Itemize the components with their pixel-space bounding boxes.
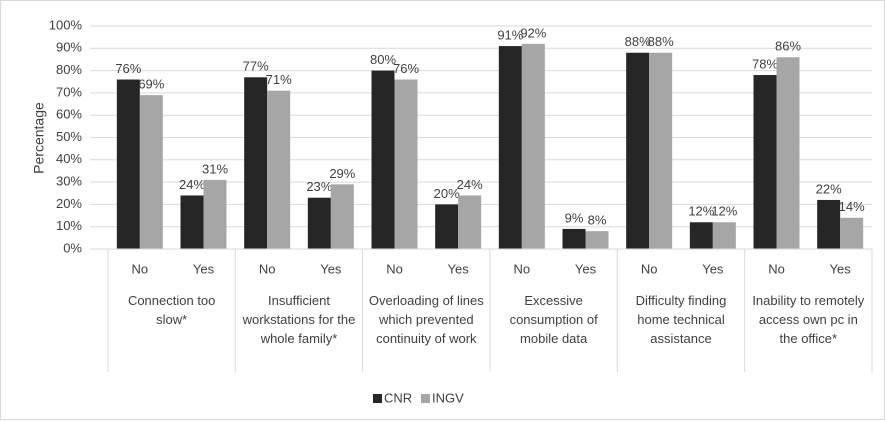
y-tick-label: 60% (56, 107, 82, 122)
y-tick-label: 20% (56, 196, 82, 211)
data-label: 22% (816, 181, 842, 196)
legend-label: CNR (384, 390, 412, 405)
x-tick-label: Yes (320, 261, 342, 276)
data-label: 8% (588, 213, 607, 228)
x-tick-label: No (768, 261, 785, 276)
y-tick-label: 10% (56, 218, 82, 233)
data-label: 29% (329, 166, 355, 181)
x-tick-label: Yes (193, 261, 215, 276)
data-label: 71% (266, 72, 292, 87)
bar (712, 222, 736, 249)
x-tick-label: No (641, 261, 658, 276)
bar (244, 77, 268, 249)
x-tick-label: Yes (448, 261, 470, 276)
bar (203, 179, 227, 249)
data-label: 69% (138, 77, 164, 92)
bar (689, 222, 713, 249)
x-tick-label: No (132, 261, 149, 276)
bar (521, 43, 545, 250)
x-tick-label: Yes (830, 261, 852, 276)
y-tick-label: 90% (56, 40, 82, 55)
bar (330, 184, 354, 249)
data-label: 24% (457, 177, 483, 192)
data-label: 24% (179, 177, 205, 192)
data-label: 78% (752, 56, 778, 71)
data-label: 86% (775, 39, 801, 54)
data-label: 77% (243, 59, 269, 74)
bar (776, 57, 800, 249)
y-tick-label: 50% (56, 129, 82, 144)
bar (817, 199, 841, 249)
y-tick-label: 70% (56, 84, 82, 99)
data-label: 88% (648, 34, 674, 49)
y-tick-label: 0% (63, 240, 82, 255)
x-tick-label: No (386, 261, 403, 276)
bar (267, 90, 291, 249)
legend-swatch (421, 394, 430, 403)
legend-label: INGV (432, 390, 464, 405)
bar (394, 79, 418, 250)
bar (139, 95, 163, 249)
bar (180, 195, 204, 249)
data-label: 20% (434, 186, 460, 201)
data-label: 23% (306, 179, 332, 194)
group-label: Overloading of lines which prevented con… (368, 293, 484, 346)
group-label: Connection too slow* (127, 293, 216, 327)
data-label: 9% (565, 210, 584, 225)
y-tick-label: 100% (49, 17, 83, 32)
bar (840, 217, 864, 249)
bar (435, 204, 459, 249)
legend-swatch (373, 394, 382, 403)
y-tick-label: 40% (56, 151, 82, 166)
bar (116, 79, 140, 250)
bar (307, 197, 331, 249)
bar (498, 46, 522, 249)
group-label: Excessive consumption of mobile data (509, 293, 598, 346)
data-label: 12% (711, 204, 737, 219)
bar (649, 52, 673, 250)
bar (458, 195, 482, 249)
group-label: Inability to remotely access own pc in t… (752, 293, 865, 346)
y-tick-label: 30% (56, 174, 82, 189)
bar (585, 231, 609, 249)
y-axis-label: Percentage (31, 102, 47, 174)
data-label: 76% (115, 61, 141, 76)
group-label: Insufficient workstations for the whole … (242, 293, 356, 346)
bar (753, 75, 777, 249)
x-tick-label: No (259, 261, 276, 276)
data-label: 88% (625, 34, 651, 49)
data-label: 14% (839, 199, 865, 214)
data-label: 12% (688, 204, 714, 219)
x-tick-label: No (514, 261, 531, 276)
data-label: 31% (202, 161, 228, 176)
bar (562, 228, 586, 249)
y-tick-label: 80% (56, 62, 82, 77)
data-label: 92% (520, 25, 546, 40)
group-label: Difficulty finding home technical assist… (635, 293, 727, 346)
data-label: 91% (497, 28, 523, 43)
data-label: 76% (393, 61, 419, 76)
bar (626, 52, 650, 250)
x-tick-label: Yes (575, 261, 597, 276)
bar (371, 70, 395, 249)
x-tick-label: Yes (702, 261, 724, 276)
data-label: 80% (370, 52, 396, 67)
